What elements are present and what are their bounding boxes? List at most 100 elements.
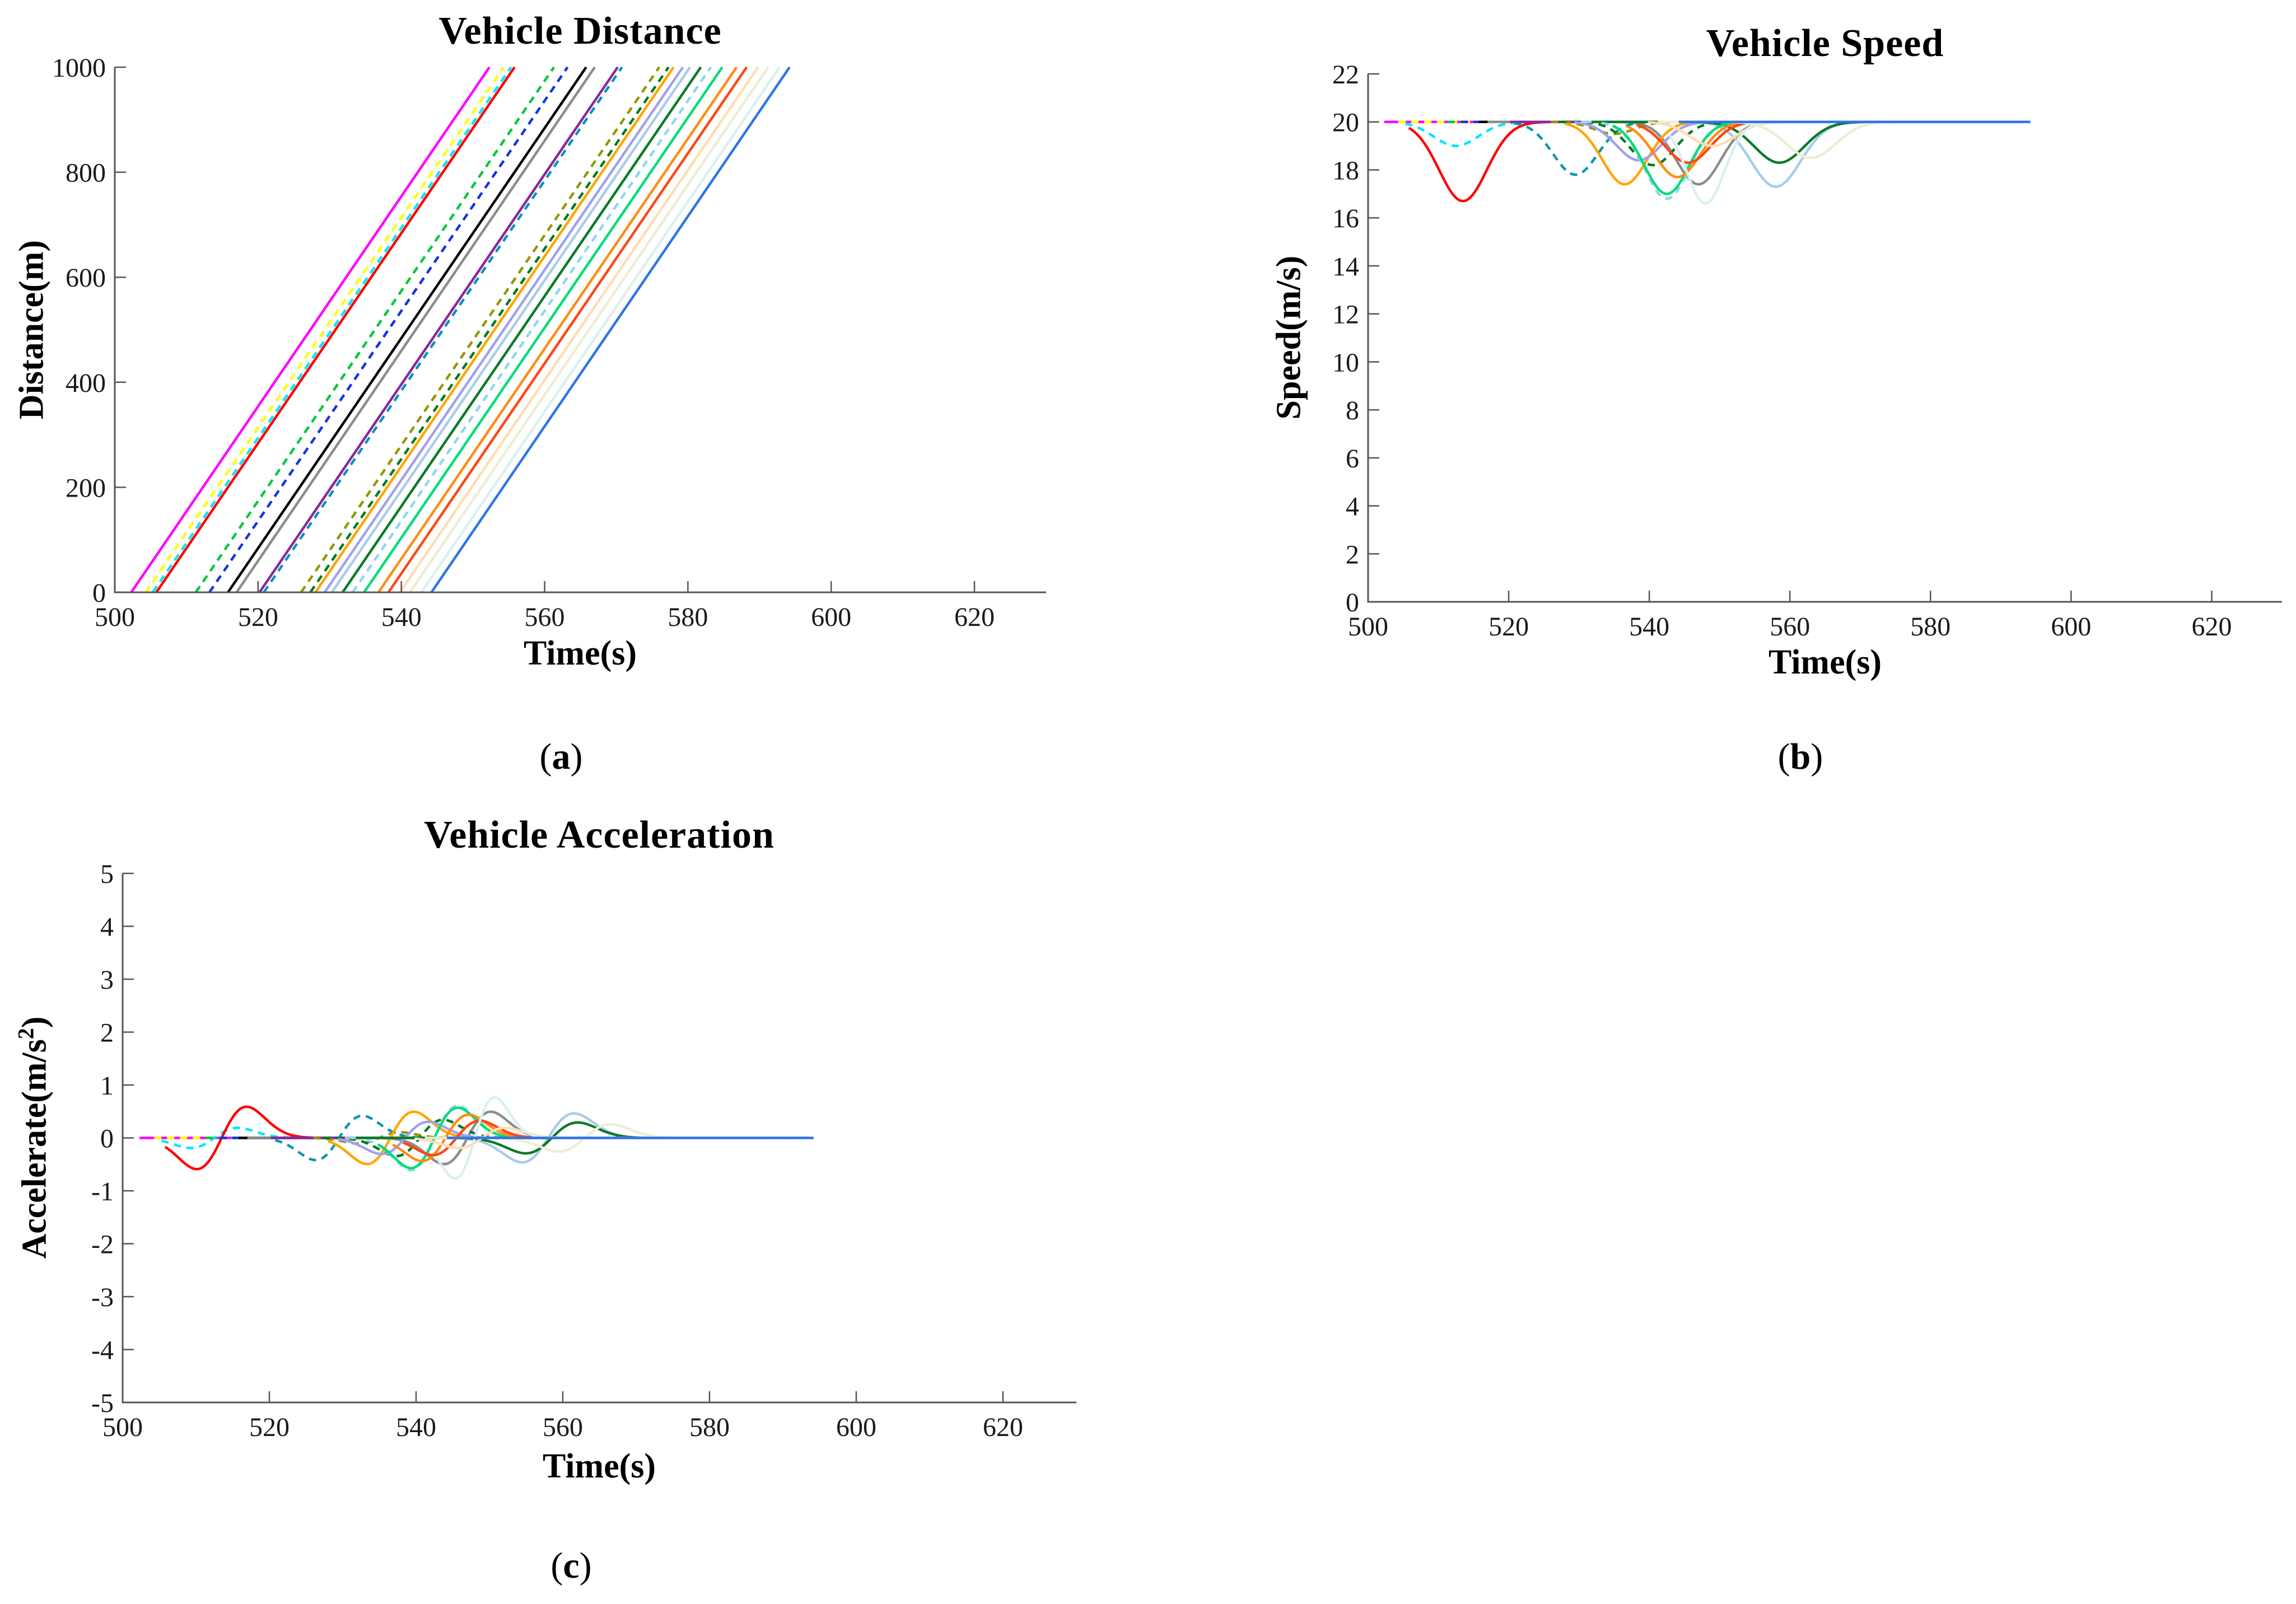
speed-y-tick-label: 2 [1346,540,1359,569]
distance-chart-title: Vehicle Distance [438,10,722,53]
distance-series-vehicle-13 [314,66,675,593]
distance-series-vehicle-06 [208,66,569,593]
accel-y-tick-label: 2 [100,1018,114,1048]
distance-series-vehicle-02 [144,66,505,593]
speed-y-tick-label: 0 [1346,588,1359,618]
speed-y-tick-label: 12 [1332,300,1359,330]
distance-series-vehicle-19 [377,66,738,593]
caption-a-letter: a [552,736,571,777]
acceleration-y-axis-label: Accelerate(m/s2) [13,1016,55,1259]
speed-series-vehicle-08 [1487,120,1840,186]
accel-y-tick-label: 4 [100,913,114,942]
distance-y-tick-label: 200 [66,473,106,503]
distance-y-tick-label: 600 [66,263,106,293]
speed-y-axis-label: Speed(m/s) [1270,255,1308,420]
distance-series-vehicle-18 [363,66,724,593]
speed-y-tick-label: 14 [1332,252,1359,282]
accel-x-tick-label: 540 [396,1413,436,1442]
acceleration-y-label-close: ) [15,1016,54,1028]
accel-y-tick-label: 1 [100,1071,114,1101]
distance-series-vehicle-24 [430,66,791,593]
distance-y-tick-label: 1000 [52,53,106,83]
distance-x-tick-label: 560 [525,602,565,632]
caption-c-paren-close: ) [579,1545,592,1586]
panel-caption-c: (c) [550,1545,591,1587]
distance-series-vehicle-09 [258,66,619,593]
speed-y-tick-label: 4 [1346,492,1359,522]
distance-series-group [130,66,791,593]
distance-series-vehicle-23 [420,66,781,593]
speed-y-tick-label: 18 [1332,156,1359,185]
distance-series-vehicle-08 [235,66,596,593]
speed-y-tick-label: 10 [1332,348,1359,377]
distance-x-tick-label: 520 [238,602,278,632]
distance-series-vehicle-12 [309,66,670,593]
caption-a-paren-open: ( [539,736,552,777]
accel-y-tick-label: -3 [91,1283,114,1312]
accel-y-tick-label: 3 [100,965,114,995]
distance-x-tick-label: 580 [668,602,708,632]
distance-series-vehicle-14 [323,66,684,593]
accel-x-tick-label: 580 [689,1413,730,1442]
speed-x-tick-label: 560 [1770,612,1810,642]
distance-x-axis-label: Time(s) [523,634,637,672]
distance-series-vehicle-05 [194,66,556,593]
distance-series-vehicle-16 [341,66,702,593]
distance-series-vehicle-22 [409,66,769,593]
distance-series-vehicle-04 [155,66,516,593]
acceleration-y-label-main: Accelerate(m/s [15,1039,54,1259]
speed-x-axis-label: Time(s) [1768,643,1882,681]
acceleration-chart-title: Vehicle Acceleration [424,813,774,857]
caption-b-letter: b [1790,736,1811,777]
distance-series-vehicle-21 [399,66,759,593]
panel-caption-b: (b) [1778,736,1823,778]
accel-x-tick-label: 500 [102,1413,143,1442]
distance-series-vehicle-17 [351,66,712,593]
speed-y-tick-label: 20 [1332,108,1359,138]
speed-x-tick-label: 540 [1629,612,1669,642]
accel-plot: 500 520 540 560 580 600 620 -5 -4 -3 -2 -1 0 1 2 3 4 5 [91,859,1076,1442]
speed-x-tick-label: 600 [2051,612,2091,642]
accel-y-tick-label: 5 [100,859,114,889]
accel-y-tick-label: -2 [91,1230,114,1260]
acceleration-x-axis-label: Time(s) [542,1447,656,1485]
distance-y-tick-label: 800 [66,158,106,188]
speed-x-tick-label: 580 [1910,612,1950,642]
acceleration-y-label-sup: 2 [13,1028,39,1040]
distance-y-tick-label: 0 [92,578,106,608]
distance-series-vehicle-03 [151,66,512,593]
speed-y-tick-label: 16 [1332,204,1359,233]
accel-y-tick-label: -1 [91,1177,114,1206]
accel-x-tick-label: 600 [836,1413,876,1442]
speed-chart-title: Vehicle Speed [1706,22,1944,65]
speed-plot: 500 520 540 560 580 600 620 0 2 4 6 8 10 12 14 16 18 20 22 [1332,60,2282,642]
distance-series-vehicle-20 [387,66,748,593]
accel-y-tick-label: -5 [91,1388,114,1418]
accel-series-group [139,1096,814,1180]
accel-y-tick-label: -4 [91,1336,114,1365]
distance-series-vehicle-11 [300,66,661,593]
accel-x-tick-label: 520 [249,1413,290,1442]
speed-y-tick-label: 8 [1346,396,1359,425]
caption-b-paren-open: ( [1777,736,1790,777]
caption-b-paren-close: ) [1810,736,1823,777]
speed-y-tick-label: 6 [1346,444,1359,474]
speed-series-vehicle-17 [1601,120,1953,200]
speed-series-group [1384,120,2031,205]
distance-x-tick-label: 620 [954,602,995,632]
caption-c-paren-open: ( [550,1545,563,1586]
speed-x-tick-label: 520 [1488,612,1529,642]
distance-x-tick-label: 540 [381,602,422,632]
accel-y-tick-label: 0 [100,1124,114,1154]
panel-caption-a: (a) [540,736,583,778]
distance-series-vehicle-15 [330,66,692,593]
caption-c-letter: c [563,1545,580,1586]
distance-plot: 500 520 540 560 580 600 620 0 200 400 600 800 1000 [52,53,1046,632]
distance-x-tick-label: 500 [95,602,135,632]
accel-x-tick-label: 560 [543,1413,583,1442]
speed-x-tick-label: 620 [2191,612,2232,642]
distance-series-vehicle-10 [263,66,623,593]
distance-x-tick-label: 600 [811,602,851,632]
speed-y-tick-label: 22 [1332,60,1359,90]
